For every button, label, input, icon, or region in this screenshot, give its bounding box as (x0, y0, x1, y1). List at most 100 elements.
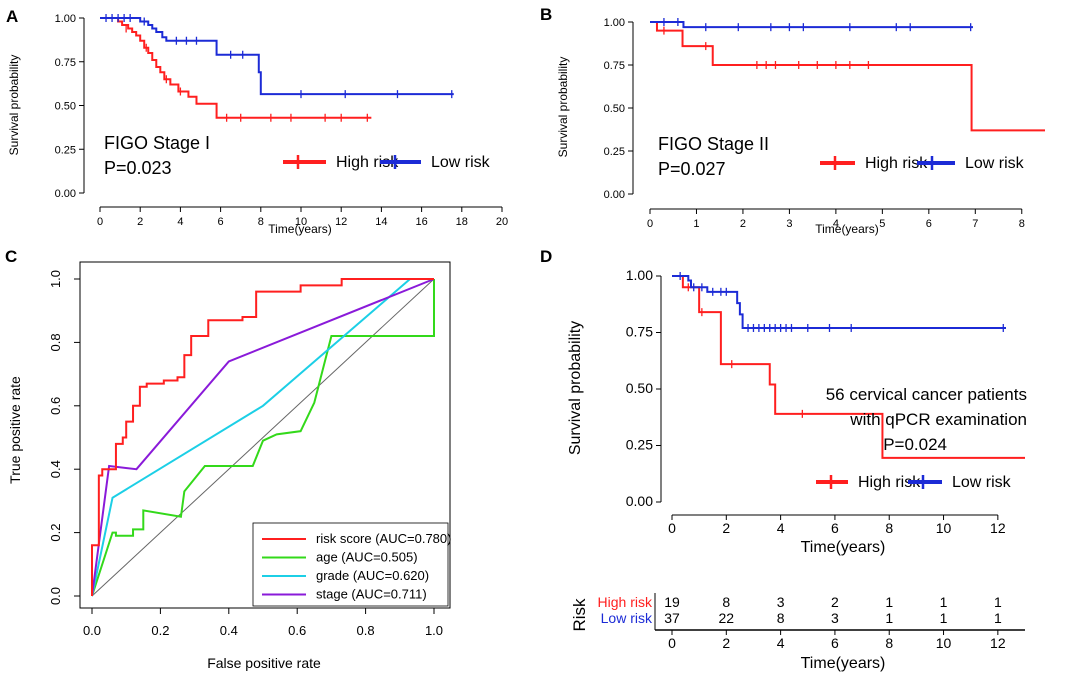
panel-d-panel-label: D (540, 247, 552, 266)
panel-d-km-line-high (672, 275, 1025, 459)
panel-d-x-tick-label: 10 (936, 520, 952, 536)
panel-d-risk-table-x-tick-label: 2 (722, 635, 730, 651)
panel-a-y-tick-label: 0.50 (55, 101, 76, 113)
panel-d-risk-table-count: 8 (722, 594, 730, 610)
panel-d-risk-table-x-tick-label: 12 (990, 635, 1006, 651)
panel-a-x-tick-label: 4 (177, 216, 183, 228)
panel-a-x-axis-title: Time(years) (268, 222, 332, 236)
panel-c-legend-label: stage (AUC=0.711) (316, 587, 427, 602)
panel-b-series-high (650, 21, 1045, 132)
panel-c-y-axis-title: True positive rate (7, 376, 23, 484)
panel-b-km-line-high (650, 21, 1045, 132)
panel-d-x-tick-label: 2 (722, 520, 730, 536)
panel-d-risk-table-x-tick-label: 8 (885, 635, 893, 651)
panel-a-x-tick-label: 2 (137, 216, 143, 228)
panel-d-series-low (672, 272, 1006, 332)
panel-d-axes: 0 2 4 6 8 10 12 0.00 0.25 0.50 0.75 1.00 Time(years)… (540, 247, 1006, 556)
panel-d-x-tick-label: 4 (777, 520, 785, 536)
panel-a-axes: 0 2 4 6 8 10 12 14 16 18 20 0.00 0.25 0.50 0.75 1.00 Tim… (6, 7, 508, 236)
panel-d-risk-table-count: 1 (885, 594, 893, 610)
panel-b-x-tick-label: 8 (1019, 218, 1025, 230)
panel-a-x-tick-label: 14 (375, 216, 387, 228)
panel-d-risk-table-row-label: High risk (598, 594, 653, 610)
panel-d-risk-table-count: 1 (885, 610, 893, 626)
panel-c-x-tick-label: 0.6 (288, 623, 306, 638)
panel-d-km-line-low (672, 275, 1006, 329)
panel-a-x-tick-label: 0 (97, 216, 103, 228)
panel-b-legend-label: Low risk (965, 155, 1025, 172)
panel-c-legend-label: age (AUC=0.505) (316, 550, 418, 565)
figure-root: 0 2 4 6 8 10 12 14 16 18 200.000.250.500.751.00Tim… (5, 5, 1045, 672)
panel-d-annotation: P=0.024 (883, 435, 947, 454)
panel-a-annotation: P=0.023 (104, 158, 172, 178)
panel-d-legend-label: High risk (858, 474, 921, 491)
panel-b-y-tick-label: 0.00 (604, 189, 625, 201)
panel-a-x-tick-label: 10 (295, 216, 307, 228)
panel-a-x-tick-label: 12 (335, 216, 347, 228)
panel-c-legend-box (252, 522, 449, 607)
panel-c-y-tick-label: 1.0 (48, 270, 63, 288)
panel-b-x-tick-label: 3 (786, 218, 792, 230)
panel-d-x-axis-title: Time(years) (801, 539, 886, 556)
panel-b-km-line-low (650, 21, 973, 29)
panel-c-y-tick-label: 0.0 (48, 587, 63, 605)
panel-c-x-tick-label: 0.0 (83, 623, 101, 638)
panel-d-risk-table-x-tick-label: 4 (777, 635, 785, 651)
panel-d-legend-label: Low risk (952, 474, 1012, 491)
panel-a-x-tick-label: 6 (218, 216, 224, 228)
panel-d-risk-table-row-label: Low risk (601, 610, 653, 626)
panel-b-y-tick-label: 1.00 (604, 17, 625, 29)
panel-c-roc-curve-stage (91, 278, 435, 597)
panel-d-series-high (672, 275, 1025, 459)
panel-d-risk-table-x-axis-title: Time(years) (801, 655, 886, 672)
panel-d-risk-table-count: 37 (664, 610, 680, 626)
panel-a-series-high (100, 17, 372, 122)
panel-a-y-tick-label: 0.25 (55, 144, 76, 156)
panel-d-legend: High risk Low risk (816, 474, 1012, 491)
panel-b-legend-label: High risk (865, 155, 928, 172)
panel-d-y-tick-label: 0.00 (626, 493, 653, 509)
panel-d-risk-table-count: 1 (940, 594, 948, 610)
panel-b-x-tick-label: 2 (740, 218, 746, 230)
panel-a-x-tick-label: 16 (415, 216, 427, 228)
panel-d-risk-table-count: 3 (831, 610, 839, 626)
panel-b-legend: High risk Low risk (820, 155, 1025, 172)
panel-c-legend-label: risk score (AUC=0.780) (316, 531, 451, 546)
panel-c-plot-frame (79, 261, 451, 609)
panel-c-roc-curve-age (91, 279, 435, 597)
panel-d-risk-table-count: 8 (777, 610, 785, 626)
panel-c-x-tick-label: 0.2 (151, 623, 169, 638)
panel-d-y-tick-label: 0.75 (626, 324, 653, 340)
panel-b-y-axis-title: Survival probability (556, 57, 570, 158)
panel-b-annotation: P=0.027 (658, 159, 726, 179)
panel-b-x-tick-label: 5 (879, 218, 885, 230)
panel-d-risk-table-count: 3 (777, 594, 785, 610)
panel-c-x-tick-label: 0.8 (357, 623, 375, 638)
panel-c-y-tick-label: 0.4 (48, 460, 63, 478)
panel-a-x-tick-label: 20 (496, 216, 508, 228)
panel-a-y-axis-title: Survival probability (7, 55, 21, 156)
panel-d-y-axis-title: Survival probability (567, 321, 584, 455)
panel-d-risk-table-title: Risk (570, 598, 589, 632)
panel-b-series-low (650, 18, 973, 32)
panel-a-km-line-high (100, 17, 372, 119)
panel-b-y-tick-label: 0.25 (604, 146, 625, 158)
panel-c-y-tick-label: 0.8 (48, 333, 63, 351)
panel-c-y-tick-label: 0.6 (48, 397, 63, 415)
panel-d-annotation: with qPCR examination (849, 410, 1027, 429)
panel-a-y-tick-label: 0.75 (55, 57, 76, 69)
panel-a-x-tick-label: 8 (258, 216, 264, 228)
panel-a-x-tick-label: 18 (456, 216, 468, 228)
panel-d-y-tick-label: 0.25 (626, 437, 653, 453)
panel-d-risk-table-count: 1 (994, 594, 1002, 610)
panel-a-y-tick-label: 0.00 (55, 188, 76, 200)
panel-b-panel-label: B (540, 5, 552, 24)
panel-b-x-tick-label: 0 (647, 218, 653, 230)
panel-b-x-tick-label: 6 (926, 218, 932, 230)
panel-d-x-tick-label: 12 (990, 520, 1006, 536)
panel-d-risk-table-count: 2 (831, 594, 839, 610)
panel-d-y-tick-label: 0.50 (626, 380, 653, 396)
panel-b-y-tick-label: 0.75 (604, 60, 625, 72)
panel-d-x-tick-label: 6 (831, 520, 839, 536)
